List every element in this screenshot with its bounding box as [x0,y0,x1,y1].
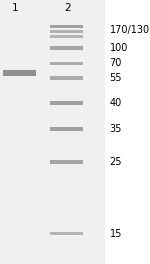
Text: 35: 35 [110,124,122,134]
Bar [0,0,105,264]
Text: 25: 25 [110,157,122,167]
Bar [50,232,82,235]
Bar [50,45,82,50]
Text: 55: 55 [110,73,122,83]
Text: 1: 1 [12,3,18,13]
Bar [50,101,82,105]
Bar [3,70,36,76]
Text: 70: 70 [110,58,122,68]
Bar [50,160,82,164]
Text: 100: 100 [110,43,128,53]
Bar [50,76,82,80]
Bar [50,30,82,33]
Bar [50,127,82,131]
Bar [50,25,82,28]
Bar [50,35,82,38]
Text: 15: 15 [110,229,122,239]
Text: 170/130: 170/130 [110,25,150,35]
Text: 40: 40 [110,98,122,108]
Bar [50,62,82,65]
Text: 2: 2 [64,3,71,13]
